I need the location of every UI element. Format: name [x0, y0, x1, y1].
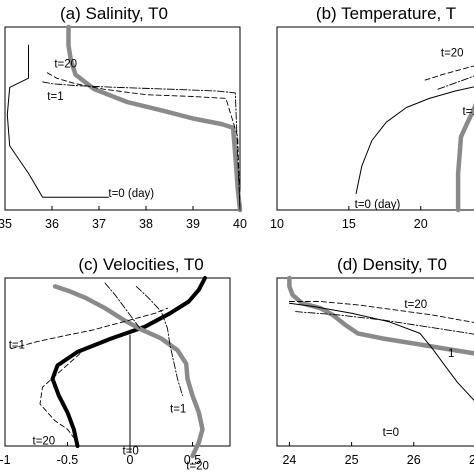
curve-annotation: t=1 [9, 340, 25, 352]
x-tick-label: 39 [186, 217, 200, 231]
series-line-thin-dashed [39, 353, 81, 439]
x-tick-label: -0.5 [57, 453, 79, 467]
curve-annotation: t=1 [462, 106, 474, 118]
series-line-thin-dashdot [42, 81, 241, 211]
series-line-thick-gray [287, 275, 474, 356]
curve-annotation: 1 [448, 348, 454, 360]
series-line-thin-dashdot [295, 311, 474, 335]
series-lines [10, 276, 207, 459]
axes-frame [276, 26, 474, 211]
axes-frame [4, 277, 231, 447]
x-tick-labels: 10152025 [270, 206, 428, 231]
curve-annotation: t=20 [186, 461, 209, 473]
curve-annotation: t=1 [170, 403, 186, 415]
series-line-thin-dashed [288, 301, 474, 323]
series-line-thin-dashed [10, 307, 168, 350]
curve-annotation: t=20 [404, 299, 427, 311]
x-tick-label: 40 [233, 217, 247, 231]
axes-frame [4, 26, 241, 211]
x-tick-label: 0.5 [184, 453, 201, 467]
curve-annotation: t=0 [123, 445, 139, 457]
series-line-thick-gray [455, 103, 474, 213]
x-tick-label: 0 [127, 453, 134, 467]
x-tick-label: 10 [270, 217, 284, 231]
x-tick-label: 37 [92, 217, 106, 231]
x-tick-labels: 35 36 37 38 39 40 [0, 206, 247, 231]
x-tick-label: 38 [139, 217, 153, 231]
x-tick-label: 20 [414, 217, 428, 231]
series-line-thin-dashed [424, 65, 474, 81]
panel-title: (c) Velocities, T0 [78, 255, 203, 274]
series-line-thin-dashdot [104, 282, 141, 329]
panel-density: (d) Density, T0 24 25 26 27 t=20 1 t=0 [276, 255, 474, 467]
curve-annotation: t=0 [383, 427, 399, 439]
panel-title: (b) Temperature, T [316, 4, 456, 23]
panel-title: (a) Salinity, T0 [60, 4, 168, 23]
panel-salinity: (a) Salinity, T0 35 36 37 38 39 40 t=20 t=1 t=0… [0, 4, 247, 231]
x-tick-label: 36 [45, 217, 59, 231]
x-tick-label: 24 [282, 453, 296, 467]
annotations: t=20 1 t=0 [383, 299, 455, 439]
axes-frame [276, 277, 474, 447]
series-line-thick-black [50, 276, 207, 448]
annotations: t=20 t=1 t=0 (day) [47, 58, 154, 200]
series-line-thin-solid [288, 302, 474, 401]
x-tick-label: -1 [0, 453, 11, 467]
panel-title: (d) Density, T0 [337, 255, 447, 274]
curve-annotation: t=0 (day) [108, 188, 154, 200]
curve-annotation: t=1 [47, 91, 63, 103]
series-line-thick-gray [52, 284, 205, 459]
curve-annotation: t=20 [54, 58, 77, 70]
annotations: t=1 t=1 t=20 t=0 t=20 [9, 340, 209, 473]
x-tick-labels: 24 25 26 27 [282, 442, 474, 467]
x-tick-label: 25 [345, 453, 359, 467]
series-lines [287, 275, 474, 401]
curve-annotation: t=20 [441, 47, 464, 59]
series-line-thin-solid [355, 86, 474, 194]
panel-temperature: (b) Temperature, T 10152025 t=20t=1t=0 (… [270, 4, 474, 231]
annotations: t=20 t=1 t=0 (day) [355, 47, 474, 211]
series-line-thin-solid [6, 44, 109, 198]
series-lines [6, 24, 243, 213]
series-line-thin-dashdot [437, 75, 474, 90]
series-lines [355, 65, 474, 213]
series-line-thin-dashed [46, 72, 241, 211]
panel-velocities: (c) Velocities, T0 -1 -0.5 0 0.5 t=1 t=1 t=20… [0, 255, 231, 473]
x-tick-label: 15 [342, 217, 356, 231]
x-tick-label: 26 [407, 453, 421, 467]
x-tick-label: 27 [469, 453, 474, 467]
curve-annotation: t=20 [33, 435, 56, 447]
curve-annotation: t=0 (day) [355, 199, 401, 211]
series-line-thick-gray [66, 24, 243, 213]
x-tick-label: 35 [0, 217, 12, 231]
series-line-thin-dashdot [135, 285, 183, 397]
